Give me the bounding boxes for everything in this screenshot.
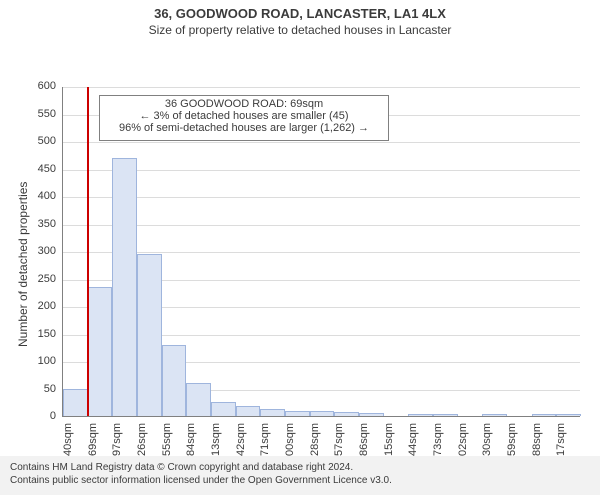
histogram-bar — [285, 411, 310, 417]
page-title: 36, GOODWOOD ROAD, LANCASTER, LA1 4LX — [0, 0, 600, 21]
gridline — [63, 197, 580, 198]
y-tick-label: 100 — [22, 355, 56, 367]
histogram-bar — [260, 409, 285, 416]
y-tick-label: 300 — [22, 245, 56, 257]
histogram-bar — [334, 412, 359, 416]
page-subtitle: Size of property relative to detached ho… — [0, 21, 600, 37]
y-axis-label: Number of detached properties — [16, 182, 30, 347]
histogram-bar — [310, 411, 335, 417]
plot-region: 36 GOODWOOD ROAD: 69sqm← 3% of detached … — [62, 87, 580, 417]
y-tick-label: 50 — [22, 383, 56, 395]
y-tick-label: 250 — [22, 273, 56, 285]
histogram-bar — [186, 383, 211, 416]
footer-line: Contains public sector information licen… — [10, 475, 590, 488]
y-tick-label: 350 — [22, 218, 56, 230]
annotation-line: 96% of semi-detached houses are larger (… — [104, 122, 384, 134]
histogram-bar — [162, 345, 187, 417]
y-tick-label: 150 — [22, 328, 56, 340]
gridline — [63, 87, 580, 88]
histogram-bar — [63, 389, 88, 417]
y-tick-label: 450 — [22, 163, 56, 175]
gridline — [63, 225, 580, 226]
histogram-bar — [408, 414, 433, 416]
footer-line: Contains HM Land Registry data © Crown c… — [10, 462, 590, 475]
histogram-bar — [137, 254, 162, 416]
histogram-bar — [482, 414, 507, 416]
histogram-bar — [359, 413, 384, 416]
y-tick-label: 0 — [22, 410, 56, 422]
gridline — [63, 142, 580, 143]
property-marker-line — [87, 87, 89, 416]
histogram-bar — [112, 158, 137, 417]
y-tick-label: 500 — [22, 135, 56, 147]
histogram-bar — [532, 414, 557, 416]
y-tick-label: 600 — [22, 80, 56, 92]
y-tick-label: 200 — [22, 300, 56, 312]
gridline — [63, 170, 580, 171]
annotation-line: 36 GOODWOOD ROAD: 69sqm — [104, 98, 384, 110]
annotation-line: ← 3% of detached houses are smaller (45) — [104, 110, 384, 122]
y-tick-label: 550 — [22, 108, 56, 120]
histogram-bar — [433, 414, 458, 416]
annotation-box: 36 GOODWOOD ROAD: 69sqm← 3% of detached … — [99, 95, 389, 141]
histogram-bar — [236, 406, 261, 416]
histogram-bar — [88, 287, 113, 416]
attribution-footer: Contains HM Land Registry data © Crown c… — [0, 456, 600, 495]
y-tick-label: 400 — [22, 190, 56, 202]
histogram-bar — [556, 414, 581, 416]
histogram-bar — [211, 402, 236, 416]
